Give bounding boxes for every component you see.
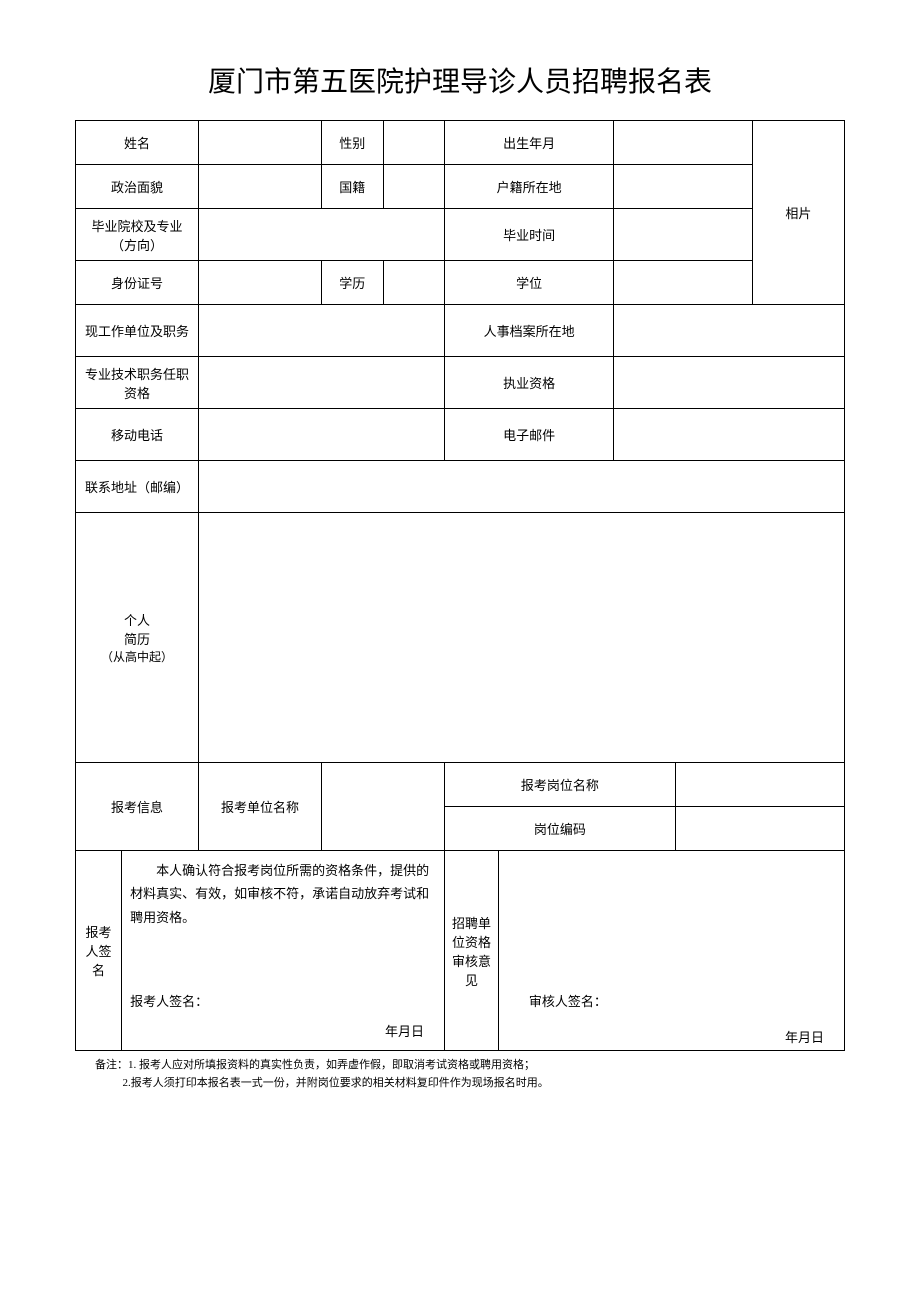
application-form-table: 姓名 性别 出生年月 相片 政治面貌 国籍 户籍所在地 毕业院校及专业（方向） …	[75, 120, 845, 1051]
label-resume: 个人 简历 （从高中起）	[76, 513, 199, 763]
notes-prefix: 备注：	[95, 1059, 128, 1071]
label-workunit: 现工作单位及职务	[76, 305, 199, 357]
label-phone: 移动电话	[76, 409, 199, 461]
field-school[interactable]	[199, 209, 445, 261]
field-address[interactable]	[199, 461, 845, 513]
label-registration: 户籍所在地	[445, 165, 614, 209]
field-name[interactable]	[199, 121, 322, 165]
label-review: 招聘单位资格审核意见	[445, 851, 499, 1051]
field-postcode[interactable]	[675, 807, 844, 851]
field-workunit[interactable]	[199, 305, 445, 357]
label-name: 姓名	[76, 121, 199, 165]
label-nationality: 国籍	[322, 165, 384, 209]
label-postname: 报考岗位名称	[445, 763, 676, 807]
notes-section: 备注：1. 报考人应对所填报资料的真实性负责，如弄虚作假，即取消考试资格或聘用资…	[75, 1057, 845, 1092]
label-gradtime: 毕业时间	[445, 209, 614, 261]
field-political[interactable]	[199, 165, 322, 209]
field-email[interactable]	[614, 409, 845, 461]
photo-cell[interactable]: 相片	[752, 121, 844, 305]
note-2: 2.报考人须打印本报名表一式一份，并附岗位要求的相关材料复印件作为现场报名时用。	[123, 1077, 549, 1089]
field-techqual[interactable]	[199, 357, 445, 409]
label-postcode: 岗位编码	[445, 807, 676, 851]
label-education: 学历	[322, 261, 384, 305]
resume-label-l2: 简历	[80, 629, 194, 648]
resume-label-l3: （从高中起）	[80, 648, 194, 665]
field-idnum[interactable]	[199, 261, 322, 305]
label-fileloc: 人事档案所在地	[445, 305, 614, 357]
field-gender[interactable]	[383, 121, 445, 165]
field-registration[interactable]	[614, 165, 752, 209]
field-degree[interactable]	[614, 261, 752, 305]
field-resume[interactable]	[199, 513, 845, 763]
field-applicant-sig[interactable]: 本人确认符合报考岗位所需的资格条件，提供的材料真实、有效，如审核不符，承诺自动放…	[122, 851, 445, 1051]
form-title: 厦门市第五医院护理导诊人员招聘报名表	[75, 60, 845, 100]
field-gradtime[interactable]	[614, 209, 752, 261]
field-phone[interactable]	[199, 409, 445, 461]
label-degree: 学位	[445, 261, 614, 305]
reviewer-date-line: 年月日	[785, 1027, 824, 1046]
label-examunit: 报考单位名称	[199, 763, 322, 851]
field-nationality[interactable]	[383, 165, 445, 209]
field-examunit[interactable]	[322, 763, 445, 851]
label-examinfo: 报考信息	[76, 763, 199, 851]
label-techqual: 专业技术职务任职资格	[76, 357, 199, 409]
field-cert[interactable]	[614, 357, 845, 409]
label-address: 联系地址（邮编）	[76, 461, 199, 513]
label-school: 毕业院校及专业（方向）	[76, 209, 199, 261]
label-birth: 出生年月	[445, 121, 614, 165]
label-cert: 执业资格	[445, 357, 614, 409]
declaration-text: 本人确认符合报考岗位所需的资格条件，提供的材料真实、有效，如审核不符，承诺自动放…	[130, 859, 436, 929]
field-review[interactable]: 审核人签名： 年月日	[498, 851, 844, 1051]
resume-label-l1: 个人	[80, 610, 194, 629]
field-fileloc[interactable]	[614, 305, 845, 357]
reviewer-sig-line: 审核人签名：	[529, 991, 607, 1010]
applicant-sig-line: 报考人签名：	[130, 991, 208, 1010]
applicant-date-line: 年月日	[385, 1021, 424, 1040]
label-gender: 性别	[322, 121, 384, 165]
note-1: 1. 报考人应对所填报资料的真实性负责，如弄虚作假，即取消考试资格或聘用资格；	[128, 1059, 535, 1071]
field-postname[interactable]	[675, 763, 844, 807]
field-birth[interactable]	[614, 121, 752, 165]
label-email: 电子邮件	[445, 409, 614, 461]
label-applicant-sig: 报考人签名	[76, 851, 122, 1051]
label-idnum: 身份证号	[76, 261, 199, 305]
label-political: 政治面貌	[76, 165, 199, 209]
field-education[interactable]	[383, 261, 445, 305]
